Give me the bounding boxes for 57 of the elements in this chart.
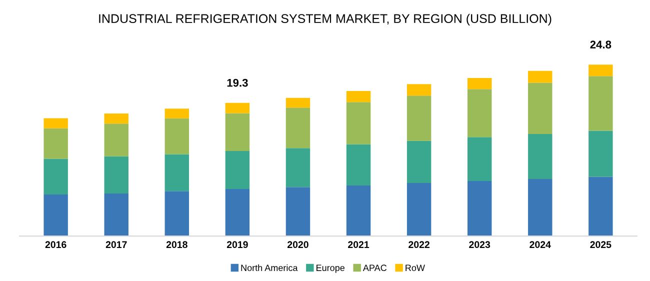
annotation: 19.3	[227, 78, 248, 87]
bar	[406, 183, 432, 236]
bar	[164, 191, 190, 236]
bar	[44, 118, 68, 128]
bar	[406, 96, 432, 141]
bar	[225, 150, 250, 190]
bar	[225, 113, 250, 151]
bar	[467, 78, 492, 90]
bar	[467, 181, 492, 236]
x-tick-label: 2024	[530, 241, 551, 248]
x-tick-label: 2018	[166, 241, 188, 248]
chart-title: INDUSTRIAL REFRIGERATION SYSTEM MARKET, BY REGION (USD BILLION)	[99, 14, 552, 26]
x-tick-label: 2021	[348, 241, 370, 248]
bar	[104, 156, 128, 194]
legend-label: Europe	[316, 264, 344, 273]
bar	[346, 185, 371, 236]
x-tick-label: 2016	[45, 241, 66, 248]
x-tick-label: 2025	[590, 241, 612, 248]
bar	[588, 76, 613, 131]
x-tick-label: 2017	[106, 241, 127, 248]
bar	[44, 158, 68, 195]
bar	[346, 90, 371, 102]
bar	[286, 98, 310, 108]
x-tick-label: 2019	[226, 241, 248, 248]
bar	[346, 144, 371, 186]
bar	[225, 189, 250, 236]
bar	[528, 178, 552, 236]
legend-label: APAC	[362, 264, 387, 272]
bar	[286, 148, 310, 188]
bar	[467, 137, 492, 181]
x-tick-label: 2020	[288, 241, 308, 248]
bar	[286, 187, 310, 236]
x-tick-label: 2023	[469, 241, 490, 248]
bar	[164, 154, 190, 192]
x-tick-label: 2022	[408, 241, 430, 248]
bar	[528, 82, 552, 134]
bar	[104, 124, 128, 156]
bar	[528, 134, 552, 179]
legend-label: North America	[241, 264, 298, 272]
bar	[346, 102, 371, 144]
bar	[528, 70, 552, 83]
bar	[467, 89, 492, 138]
bar	[164, 108, 190, 118]
legend-label: RoW	[406, 264, 425, 272]
bar	[44, 194, 68, 236]
bar	[588, 64, 613, 76]
bar	[286, 108, 310, 148]
bar	[104, 194, 128, 236]
bar	[588, 130, 613, 177]
bar	[164, 118, 190, 154]
bar	[44, 128, 68, 159]
annotation: 24.8	[590, 40, 612, 48]
bar	[225, 102, 250, 114]
bar	[406, 140, 432, 184]
bar	[104, 113, 128, 124]
bar	[588, 176, 613, 236]
bar	[406, 84, 432, 96]
